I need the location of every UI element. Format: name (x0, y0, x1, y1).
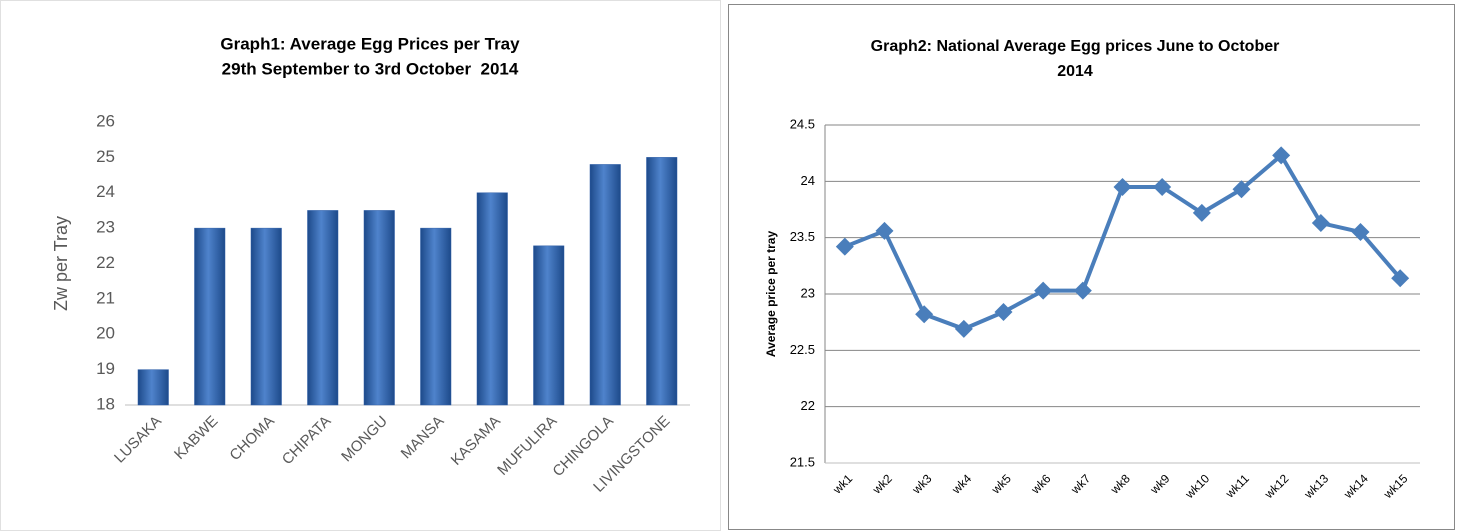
bar (646, 157, 678, 406)
bar (476, 192, 508, 406)
marker (1351, 223, 1370, 242)
marker (1232, 180, 1251, 199)
chart-title: Graph2: National Average Egg prices June… (871, 38, 1280, 55)
marker (1311, 214, 1330, 233)
marker (835, 237, 854, 256)
marker (1073, 281, 1092, 300)
y-tick-label: 24 (96, 182, 115, 201)
chart-title: 2014 (1057, 63, 1093, 80)
marker (1391, 269, 1410, 288)
bar (363, 210, 395, 406)
marker (875, 221, 894, 240)
y-tick-label: 25 (96, 147, 115, 166)
y-axis-label: Zw per Tray (51, 216, 71, 311)
marker (994, 303, 1013, 322)
chart-title: Graph1: Average Egg Prices per Tray (220, 34, 520, 53)
y-tick-label: 24.5 (790, 116, 815, 131)
marker (1272, 146, 1291, 165)
marker (1113, 177, 1132, 196)
y-tick-label: 21.5 (790, 454, 815, 469)
marker (1034, 281, 1053, 300)
y-tick-label: 22.5 (790, 342, 815, 357)
y-tick-label: 20 (96, 324, 115, 343)
y-tick-label: 18 (96, 394, 115, 413)
y-tick-label: 22 (801, 398, 815, 413)
y-tick-label: 21 (96, 288, 115, 307)
y-axis-label: Average price per tray (764, 231, 778, 358)
marker (954, 319, 973, 338)
y-tick-label: 23.5 (790, 229, 815, 244)
bar (194, 227, 226, 406)
bar (420, 227, 452, 406)
y-tick-label: 23 (801, 285, 815, 300)
marker (915, 305, 934, 324)
bar (589, 164, 621, 406)
y-tick-label: 23 (96, 218, 115, 237)
marker (1153, 177, 1172, 196)
bar (533, 245, 565, 406)
y-tick-label: 26 (96, 111, 115, 130)
marker (1192, 203, 1211, 222)
y-tick-label: 19 (96, 359, 115, 378)
bar (307, 210, 339, 406)
chart-title: 29th September to 3rd October 2014 (222, 59, 519, 78)
y-tick-label: 24 (801, 173, 815, 188)
y-tick-label: 22 (96, 253, 115, 272)
bar (250, 227, 282, 406)
bar (137, 369, 169, 406)
